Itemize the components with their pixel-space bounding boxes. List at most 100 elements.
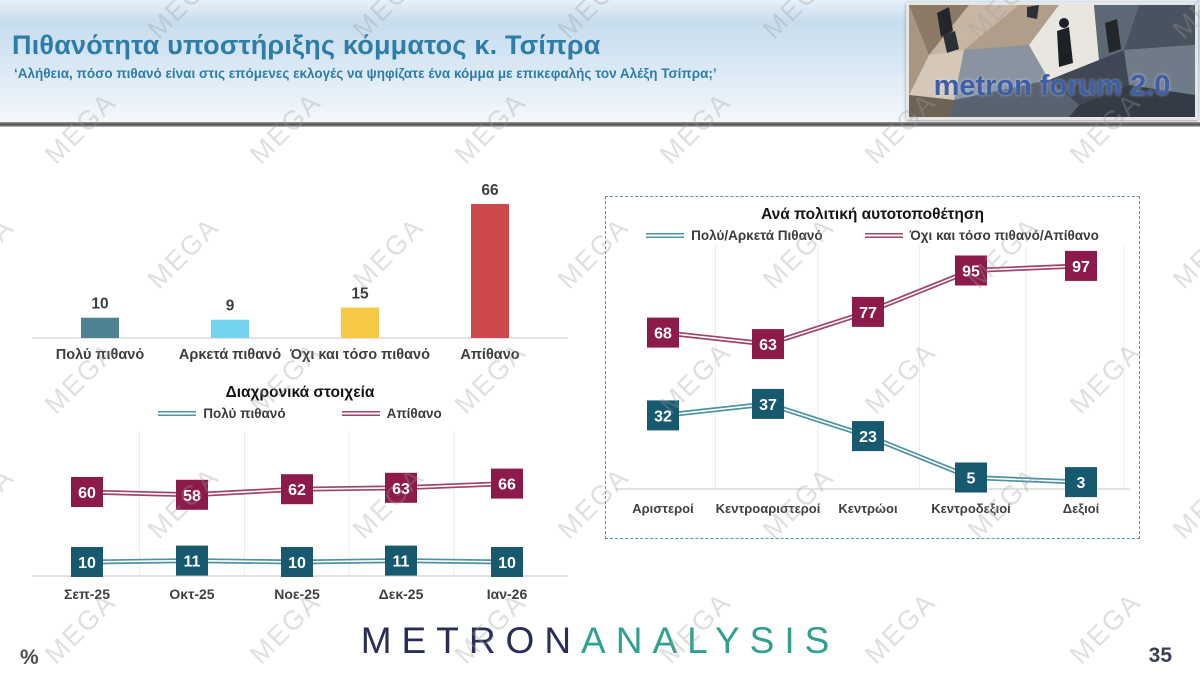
percent-label: % <box>20 646 39 669</box>
watermark-text: MEGA <box>0 211 20 295</box>
data-marker <box>281 547 313 577</box>
trend-chart-canvas: Σεπ-25 Οκτ-25 Νοε-25 Δεκ-25 Ιαν-26 10 11 10 11 10… <box>32 431 568 602</box>
legend-item: Όχι και τόσο πιθανό/Απίθανο <box>864 228 1099 243</box>
data-marker <box>955 255 987 286</box>
marker-value-label: 5 <box>967 471 976 488</box>
bar-category-label: Όχι και τόσο πιθανό <box>289 347 430 363</box>
data-marker <box>1065 250 1097 281</box>
data-marker <box>385 472 417 503</box>
bar-category-label: Πολύ πιθανό <box>56 347 145 363</box>
axis-category-label: Αριστεροί <box>632 501 694 516</box>
marker-value-label: 10 <box>498 555 516 572</box>
watermark-text: MEGA <box>1166 211 1200 295</box>
bar-value-label: 10 <box>91 296 108 313</box>
metron-forum-logo-image <box>909 5 1195 117</box>
likelihood-bar-chart: 10 Πολύ πιθανό 9 Αρκετά πιθανό 15 Όχι και τόσ… <box>20 160 580 378</box>
axis-category-label: Ιαν-26 <box>487 586 528 602</box>
axis-category-label: Κεντροδεξιοί <box>931 501 1011 516</box>
data-marker <box>647 317 679 348</box>
data-marker <box>752 388 784 419</box>
marker-value-label: 32 <box>654 408 672 425</box>
legend-label: Απίθανο <box>386 406 442 421</box>
bar-value-label: 66 <box>481 182 499 199</box>
legend-line-swatch <box>341 411 380 416</box>
data-marker <box>176 545 208 576</box>
axis-category-label: Σεπ-25 <box>64 586 110 602</box>
axis-category-label: Νοε-25 <box>274 586 320 602</box>
axis-category-label: Δεξιοί <box>1063 501 1100 516</box>
marker-value-label: 10 <box>288 555 306 572</box>
panel-chart-canvas: Αριστεροί Κεντροαριστεροί Κεντρώοι Κεντροδε… <box>616 246 1130 516</box>
axis-category-label: Κεντροαριστεροί <box>716 501 821 516</box>
trend-legend: Πολύ πιθανό Απίθανο <box>20 406 580 421</box>
bar <box>341 307 379 338</box>
data-marker <box>852 296 884 327</box>
axis-category-label: Κεντρώοι <box>838 501 898 516</box>
marker-value-label: 77 <box>859 305 877 322</box>
trend-chart-title: Διαχρονικά στοιχεία <box>225 384 375 401</box>
bar-chart-canvas: 10 Πολύ πιθανό 9 Αρκετά πιθανό 15 Όχι και τόσ… <box>32 182 568 363</box>
watermark-text: MEGA <box>1166 461 1200 545</box>
bar-value-label: 15 <box>351 286 369 303</box>
marker-value-label: 97 <box>1072 259 1090 276</box>
data-marker <box>71 477 103 507</box>
data-marker <box>491 547 523 577</box>
marker-value-label: 66 <box>498 477 516 494</box>
marker-value-label: 3 <box>1077 475 1086 492</box>
marker-value-label: 11 <box>184 554 201 571</box>
legend-item: Πολύ/Αρκετά Πιθανό <box>646 228 823 243</box>
bar-category-label: Απίθανο <box>460 347 519 363</box>
panel-legend: Πολύ/Αρκετά Πιθανό Όχι και τόσο πιθανό/Α… <box>606 228 1139 243</box>
brand-analysis: ANALYSIS <box>581 620 840 661</box>
brand-metron: METRON <box>360 620 582 661</box>
marker-value-label: 23 <box>859 429 877 446</box>
axis-category-label: Δεκ-25 <box>379 586 424 602</box>
political-placement-panel: Ανά πολιτική αυτοτοποθέτηση Πολύ/Αρκετά … <box>605 196 1140 539</box>
marker-value-label: 95 <box>962 264 980 281</box>
marker-value-label: 10 <box>78 555 96 572</box>
marker-value-label: 37 <box>759 397 777 414</box>
legend-label: Πολύ πιθανό <box>203 406 286 421</box>
data-marker <box>1065 467 1097 498</box>
legend-line-swatch <box>864 233 903 238</box>
trend-chart: Διαχρονικά στοιχεία Πολύ πιθανό Απίθανο … <box>20 384 580 616</box>
data-marker <box>281 474 313 505</box>
header: Πιθανότητα υποστήριξης κόμματος κ. Τσίπρ… <box>0 0 1200 122</box>
data-marker <box>647 400 679 431</box>
header-divider <box>0 122 1200 127</box>
marker-value-label: 11 <box>393 554 410 571</box>
marker-value-label: 62 <box>288 482 306 499</box>
legend-item: Απίθανο <box>341 406 442 421</box>
data-marker <box>955 462 987 493</box>
marker-value-label: 68 <box>654 326 672 343</box>
bar-value-label: 9 <box>226 298 235 315</box>
data-marker <box>852 421 884 452</box>
legend-line-swatch <box>646 233 685 238</box>
marker-value-label: 60 <box>78 485 96 502</box>
metron-analysis-logo: METRONANALYSIS <box>0 620 1200 662</box>
bar <box>211 319 249 338</box>
marker-value-label: 58 <box>183 488 201 505</box>
data-marker <box>176 479 208 510</box>
page-subtitle: ‘Αλήθεια, πόσο πιθανό είναι στις επόμενε… <box>14 66 717 81</box>
bar-category-label: Αρκετά πιθανό <box>179 347 281 363</box>
legend-label: Πολύ/Αρκετά Πιθανό <box>691 228 823 243</box>
legend-label: Όχι και τόσο πιθανό/Απίθανο <box>909 228 1099 243</box>
axis-category-label: Οκτ-25 <box>169 586 214 602</box>
page-title: Πιθανότητα υποστήριξης κόμματος κ. Τσίπρ… <box>12 30 601 60</box>
legend-item: Πολύ πιθανό <box>158 406 286 421</box>
metron-forum-logo: metron forum 2.0 <box>906 2 1198 120</box>
page-number: 35 <box>1148 644 1172 667</box>
metron-forum-logo-text: metron forum 2.0 <box>933 70 1171 102</box>
bar <box>81 317 119 338</box>
data-marker <box>385 545 417 576</box>
data-marker <box>71 547 103 577</box>
marker-value-label: 63 <box>392 481 410 498</box>
panel-chart-title: Ανά πολιτική αυτοτοποθέτηση <box>761 206 984 223</box>
bar <box>471 204 509 338</box>
data-marker <box>491 468 523 499</box>
watermark-text: MEGA <box>0 461 20 545</box>
marker-value-label: 63 <box>759 337 777 354</box>
data-marker <box>752 329 784 360</box>
